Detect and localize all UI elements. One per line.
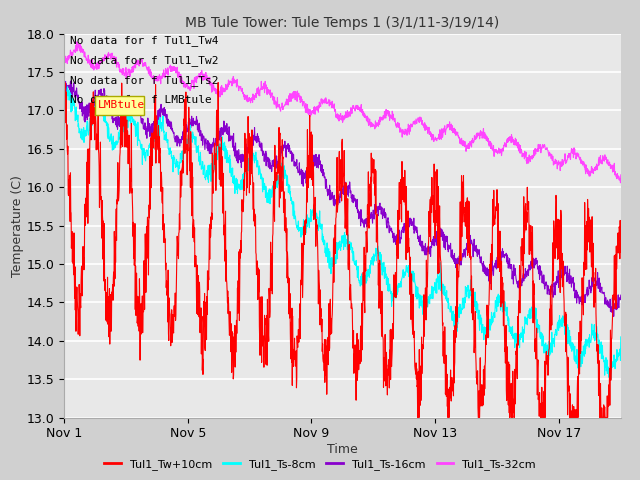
Title: MB Tule Tower: Tule Temps 1 (3/1/11-3/19/14): MB Tule Tower: Tule Temps 1 (3/1/11-3/19… xyxy=(185,16,500,30)
Text: LMBtule: LMBtule xyxy=(98,100,145,110)
Text: No data for f Tul1_Tw4: No data for f Tul1_Tw4 xyxy=(70,36,218,47)
Text: No data for f Tul1_Tw2: No data for f Tul1_Tw2 xyxy=(70,56,218,66)
Legend: Tul1_Tw+10cm, Tul1_Ts-8cm, Tul1_Ts-16cm, Tul1_Ts-32cm: Tul1_Tw+10cm, Tul1_Ts-8cm, Tul1_Ts-16cm,… xyxy=(100,455,540,474)
Text: No data for f Tul1_Ts2: No data for f Tul1_Ts2 xyxy=(70,75,218,86)
X-axis label: Time: Time xyxy=(327,443,358,456)
Text: No data for f LMBtule: No data for f LMBtule xyxy=(70,96,211,106)
Y-axis label: Temperature (C): Temperature (C) xyxy=(11,175,24,276)
FancyBboxPatch shape xyxy=(95,96,144,115)
